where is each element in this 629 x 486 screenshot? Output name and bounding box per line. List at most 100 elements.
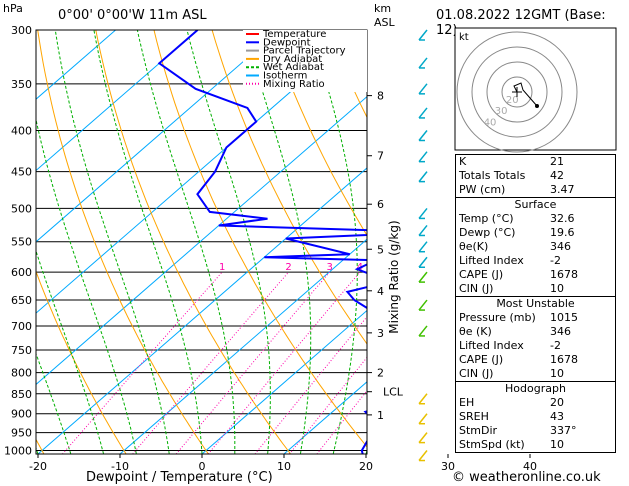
index-value: 346 (550, 240, 571, 253)
index-label: Totals Totals (459, 169, 526, 182)
pressure-unit-label: hPa (3, 2, 23, 15)
mixing-ratio-line (62, 271, 223, 454)
height-ref-label: ASL (374, 16, 395, 29)
temperature-tick-label: 40 (523, 460, 537, 473)
temperature-tick-label: 0 (199, 460, 206, 473)
height-tick-label: 8 (377, 90, 384, 103)
index-value: -2 (550, 254, 561, 267)
index-label: StmDir (459, 424, 498, 437)
legend-label: Mixing Ratio (263, 79, 325, 90)
mixing-ratio-label: 1 (219, 262, 225, 273)
mixing-ratio-label: 6 (401, 262, 407, 273)
mixing-ratio-label: 3 (326, 262, 332, 273)
index-row: EH 20 (456, 396, 615, 410)
index-row: SREH 43 (456, 410, 615, 424)
wet-adiabat-line (310, 30, 358, 454)
wet-adiabat-line (36, 117, 137, 454)
hodograph-ring-label: 40 (484, 117, 497, 128)
top-indices-box: K 21 Totals Totals 42 PW (cm) 3.47 (455, 154, 616, 198)
mixing-ratio-axis-label: Mixing Ratio (g/kg) (387, 220, 401, 334)
isotherm-line (37, 167, 367, 454)
pressure-tick-label: 500 (11, 202, 32, 215)
mixing-ratio-label: 8 (433, 262, 439, 273)
index-row: PW (cm) 3.47 (456, 183, 615, 197)
isotherm-line (119, 238, 367, 454)
legend-label: Dewpoint (263, 37, 311, 48)
pressure-tick-label: 1000 (4, 445, 32, 458)
wind-barb (418, 271, 428, 283)
legend-label: Dry Adiabat (263, 54, 322, 65)
index-label: Temp (°C) (459, 212, 514, 225)
temperature-tick-label: -20 (29, 460, 47, 473)
index-row: StmDir 337° (456, 424, 615, 438)
index-label: EH (459, 396, 475, 409)
dewpoint-profile-line (157, 30, 367, 454)
hodograph-box (454, 27, 617, 151)
hodograph-end-marker (535, 104, 539, 108)
wind-barb (418, 325, 428, 337)
hodograph-ring-label: 30 (495, 106, 508, 117)
temperature-tick-label: 10 (277, 460, 291, 473)
wind-barb (418, 413, 428, 425)
dry-adiabat-line (153, 30, 367, 448)
pressure-tick-label: 750 (11, 344, 32, 357)
mixing-ratio-line (132, 271, 289, 454)
surface-box: Surface Temp (°C) 32.6 Dewp (°C) 19.6 θe(K) 3… (455, 198, 616, 297)
index-row: Dewp (°C) 19.6 (456, 226, 615, 240)
index-value: 3.47 (550, 183, 575, 196)
index-row: Totals Totals 42 (456, 169, 615, 183)
dry-adiabat-line (211, 30, 367, 345)
index-value: 42 (550, 169, 564, 182)
index-label: CAPE (J) (459, 353, 504, 366)
pressure-tick-label: 900 (11, 408, 32, 421)
wind-barb (418, 299, 428, 311)
isotherm-line (36, 30, 362, 314)
hodograph-ring (456, 31, 578, 153)
wind-barb (418, 29, 428, 41)
wind-barb (418, 256, 428, 268)
pressure-tick-label: 400 (11, 124, 32, 137)
height-tick-label: 3 (377, 327, 384, 340)
wet-adiabat-line (243, 30, 312, 454)
index-label: SREH (459, 410, 489, 423)
index-value: 346 (550, 325, 571, 338)
index-label: K (459, 155, 467, 168)
height-unit-label: km (374, 2, 392, 15)
pressure-tick-label: 850 (11, 388, 32, 401)
wind-barb (418, 83, 428, 95)
index-row: Lifted Index -2 (456, 339, 615, 353)
index-value: 337° (550, 424, 577, 437)
index-row: CAPE (J) 1678 (456, 353, 615, 367)
index-row: StmSpd (kt) 10 (456, 438, 615, 452)
index-value: 21 (550, 155, 564, 168)
x-axis-label: Dewpoint / Temperature (°C) (86, 470, 273, 485)
hodograph-title: Hodograph (505, 382, 566, 395)
index-row: CIN (J) 10 (456, 367, 615, 381)
index-value: 10 (550, 367, 564, 380)
wet-adiabat-line (36, 249, 105, 454)
temperature-tick-label: -10 (111, 460, 129, 473)
index-value: 19.6 (550, 226, 575, 239)
height-tick-label: 5 (377, 243, 384, 256)
pressure-tick-label: 950 (11, 427, 32, 440)
index-value: 43 (550, 410, 564, 423)
legend-label: Temperature (262, 29, 326, 40)
dry-adiabat-line (619, 30, 629, 454)
index-label: CAPE (J) (459, 268, 504, 281)
wind-barb (418, 241, 428, 253)
pressure-tick-label: 700 (11, 320, 32, 333)
legend-box (243, 30, 367, 92)
pressure-tick-label: 550 (11, 236, 32, 249)
indices-panel: K 21 Totals Totals 42 PW (cm) 3.47 Surface Te… (455, 154, 616, 453)
index-value: 20 (550, 396, 564, 409)
index-value: 1015 (550, 311, 578, 324)
pressure-tick-label: 300 (11, 24, 32, 37)
wind-barb (418, 171, 428, 183)
index-row: Lifted Index -2 (456, 254, 615, 268)
hodograph-ring-label: 20 (506, 95, 519, 106)
index-row: CAPE (J) 1678 (456, 268, 615, 282)
wind-barb (418, 393, 428, 405)
wind-barb (418, 450, 428, 461)
mixing-ratio-label: 2 (285, 262, 291, 273)
